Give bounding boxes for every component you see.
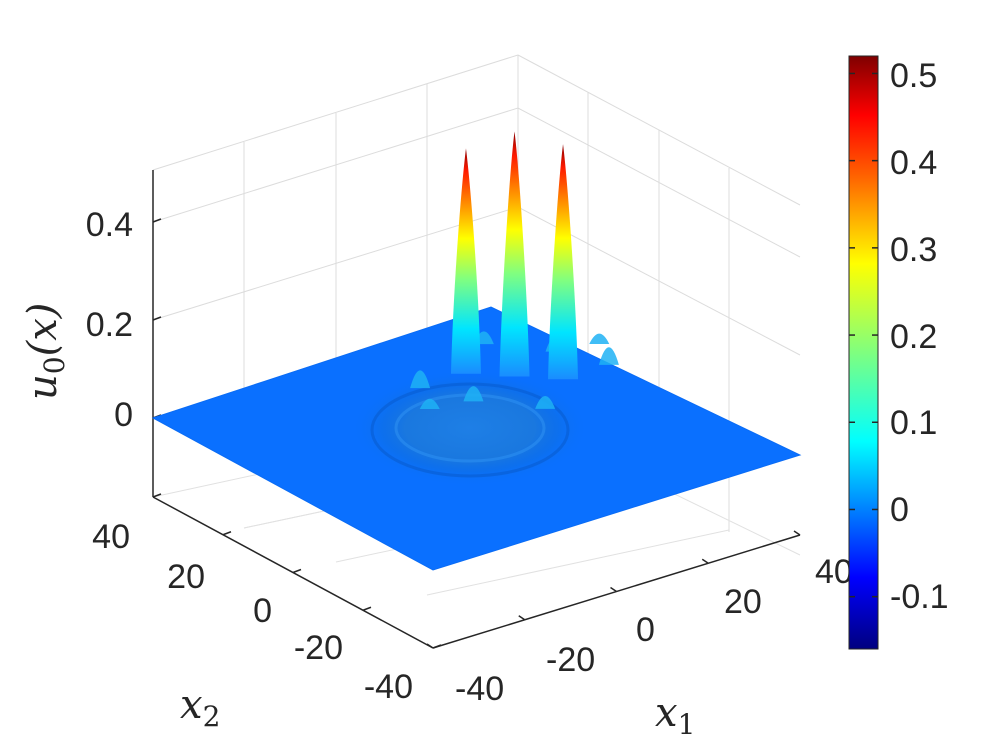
z-axis-label: u0(x) <box>20 303 71 400</box>
ripple-ring <box>370 382 570 478</box>
colorbar: 0.5 0.4 0.3 0.2 0.1 0 -0.1 <box>848 55 949 650</box>
y-tick-label: 40 <box>92 518 130 556</box>
x-tick-label: 20 <box>724 583 762 621</box>
colorbar-tick-label: 0.5 <box>890 57 937 95</box>
surface-bump <box>463 386 484 402</box>
surface-bump <box>535 396 556 409</box>
ripple-region <box>352 370 588 486</box>
tick-mark <box>152 218 162 223</box>
y-tick-labels: 40 20 0 -20 -40 <box>92 518 413 706</box>
y-tick-label: 0 <box>253 592 272 630</box>
z-tick-label: 0.4 <box>86 206 133 244</box>
z-tick-label: 0 <box>114 396 133 434</box>
tick-mark <box>518 615 526 621</box>
colorbar-tick-label: 0.1 <box>890 404 937 442</box>
surface-peaks <box>410 131 619 410</box>
tick-mark <box>152 316 162 321</box>
colorbar-tick-label: 0 <box>890 491 909 529</box>
z-tick-label: 0.2 <box>86 306 133 344</box>
surface-bump <box>410 370 431 389</box>
x-tick-label: 40 <box>815 553 853 591</box>
x-tick-label: -40 <box>455 670 504 708</box>
surface-peak <box>548 144 579 380</box>
tick-mark <box>292 568 302 574</box>
tick-mark <box>432 644 442 649</box>
surface-peak <box>450 148 481 374</box>
colorbar-tick-label: 0.3 <box>890 231 937 269</box>
tick-mark <box>362 606 372 611</box>
x-tick-labels: -40 -20 0 20 40 <box>455 553 853 708</box>
colorbar-tick-label: 0.4 <box>890 144 937 182</box>
x-tick-label: -20 <box>546 641 595 679</box>
surface-peak <box>499 131 530 377</box>
x-tick-label: 0 <box>636 611 655 649</box>
tick-mark <box>701 558 709 564</box>
y-tick-label: -40 <box>364 668 413 706</box>
tick-mark <box>610 586 617 593</box>
surface-bump <box>419 398 440 410</box>
z-tick-labels: 0 0.2 0.4 <box>86 206 133 434</box>
x-axis-label: x1 <box>655 690 695 741</box>
colorbar-tick-label: 0.2 <box>890 318 937 356</box>
surface-bump <box>589 333 610 344</box>
tick-mark <box>426 643 434 649</box>
colorbar-gradient <box>848 55 879 650</box>
tick-mark <box>793 530 801 536</box>
y-tick-label: 20 <box>167 558 205 596</box>
tick-mark <box>152 493 162 498</box>
tick-mark <box>222 531 232 536</box>
y-tick-label: -20 <box>294 629 343 667</box>
surface-bump <box>598 347 619 365</box>
colorbar-tick-marks <box>849 72 878 598</box>
colorbar-tick-label: -0.1 <box>890 578 949 616</box>
y-axis-label: x2 <box>180 682 220 733</box>
